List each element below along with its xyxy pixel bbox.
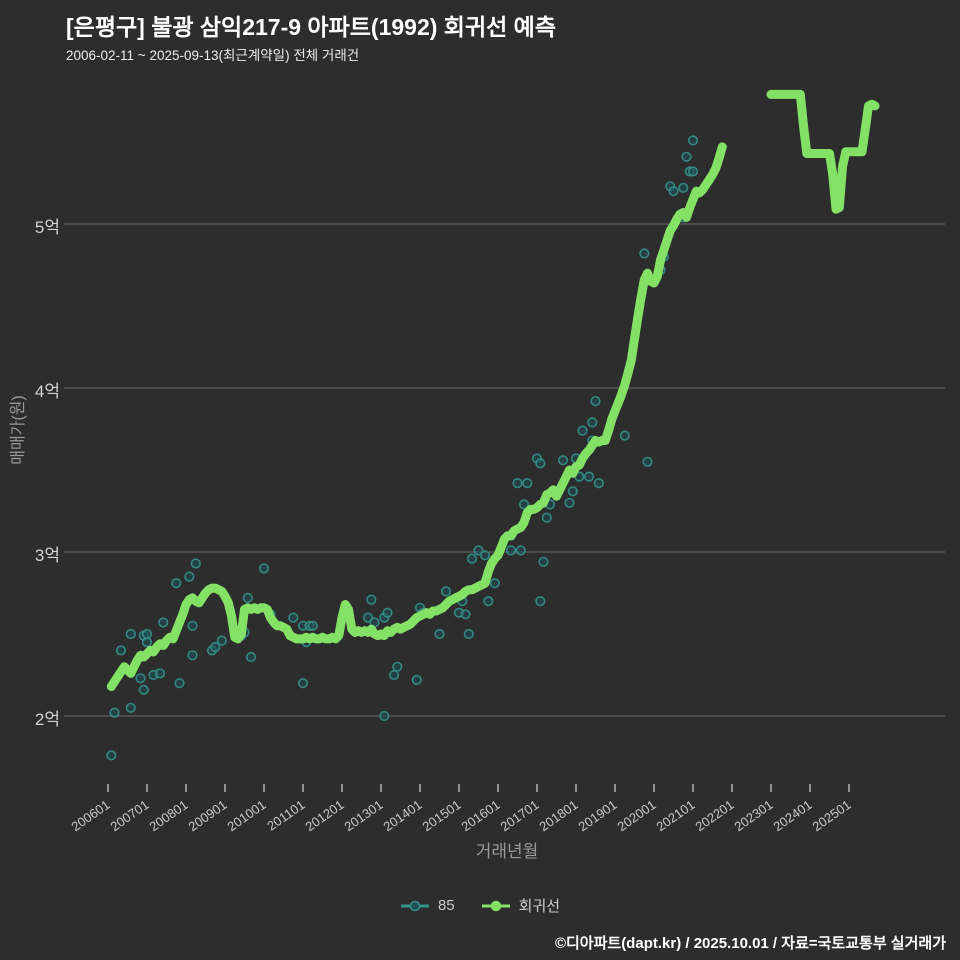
scatter-point: [687, 166, 699, 177]
regression-line: [766, 89, 880, 214]
scatter-point: [678, 182, 689, 193]
chart-title: [은평구] 불광 삼익217-9 아파트(1992) 회귀선 예측: [66, 14, 556, 40]
scatter-point: [141, 637, 153, 648]
scatter-point: [557, 455, 569, 466]
scatter-point: [512, 478, 523, 489]
y-tick-label: 3억: [34, 546, 60, 565]
legend-item-regression[interactable]: 회귀선: [481, 895, 560, 916]
scatter-point: [154, 668, 166, 679]
scatter-point: [190, 558, 201, 569]
legend: 85 회귀선: [0, 895, 960, 916]
scatter-point: [388, 669, 400, 681]
regression-line: [106, 142, 727, 691]
scatter-point: [210, 641, 221, 653]
legend-item-85[interactable]: 85: [400, 895, 455, 916]
scatter-point: [535, 596, 546, 607]
scatter-point: [522, 478, 533, 489]
scatter-point: [171, 578, 182, 589]
scatter-point: [567, 486, 578, 497]
scatter-point: [138, 684, 149, 695]
scatter-point: [538, 556, 549, 567]
scatter-point: [460, 609, 471, 620]
scatter-point: [473, 545, 484, 556]
scatter-point: [434, 628, 445, 640]
scatter-point: [505, 545, 517, 556]
scatter-point: [587, 417, 598, 428]
scatter-point: [668, 186, 679, 197]
scatter-point: [141, 628, 153, 640]
scatter-point: [483, 596, 494, 607]
scatter-point: [366, 594, 377, 605]
y-axis-title: 매매가(원): [10, 395, 27, 465]
scatter-point: [619, 430, 630, 441]
scatter-point: [392, 661, 403, 672]
scatter-point: [158, 617, 169, 628]
y-tick-label: 4억: [34, 382, 60, 401]
scatter-point: [382, 607, 393, 618]
scatter-point: [639, 248, 650, 259]
scatter-point: [187, 650, 198, 661]
scatter-point: [463, 628, 474, 640]
y-tick-label: 5억: [34, 218, 60, 237]
scatter-point: [642, 456, 653, 467]
y-tick-label: 2억: [34, 710, 60, 729]
scatter-point: [681, 151, 692, 162]
scatter-point: [515, 545, 526, 556]
x-axis-title: 거래년월: [475, 842, 539, 861]
scatter-point: [590, 396, 601, 407]
scatter-point: [184, 571, 195, 582]
legend-label: 85: [437, 897, 455, 914]
scatter-point: [125, 702, 136, 713]
scatter-point: [593, 478, 604, 489]
scatter-point: [489, 578, 500, 589]
scatter-point: [288, 612, 299, 623]
scatter-point: [479, 550, 491, 561]
scatter-point: [125, 628, 136, 640]
scatter-point: [440, 586, 452, 597]
legend-label: 회귀선: [518, 898, 561, 915]
scatter-point: [535, 458, 546, 469]
scatter-point: [216, 635, 227, 646]
scatter-point: [362, 612, 374, 623]
scatter-point: [242, 592, 253, 604]
scatter-point: [518, 499, 530, 510]
scatter-point: [307, 620, 318, 631]
scatter-point: [466, 553, 478, 564]
scatter-point: [135, 673, 146, 684]
scatter-point: [411, 674, 422, 686]
scatter-point: [245, 651, 257, 663]
copyright-credit: ©디아파트(dapt.kr) / 2025.10.01 / 자료=국토교통부 실…: [554, 935, 946, 952]
scatter-point: [687, 135, 699, 146]
scatter-point: [106, 750, 117, 761]
scatter-point: [174, 678, 185, 689]
scatter-point: [115, 645, 127, 656]
scatter-point: [187, 620, 198, 631]
scatter-point: [564, 497, 575, 508]
scatter-point: [541, 512, 552, 523]
scatter-point: [297, 678, 309, 689]
chart-subtitle: 2006-02-11 ~ 2025-09-13(최근계약일) 전체 거래건: [66, 48, 360, 63]
line-series-swatch-icon: [481, 900, 511, 912]
scatter-point: [258, 563, 270, 574]
scatter-point: [577, 425, 588, 436]
scatter-point: [379, 710, 390, 722]
scatter-series-swatch-icon: [400, 900, 430, 912]
scatter-point: [109, 707, 120, 718]
scatter-point: [583, 471, 595, 482]
